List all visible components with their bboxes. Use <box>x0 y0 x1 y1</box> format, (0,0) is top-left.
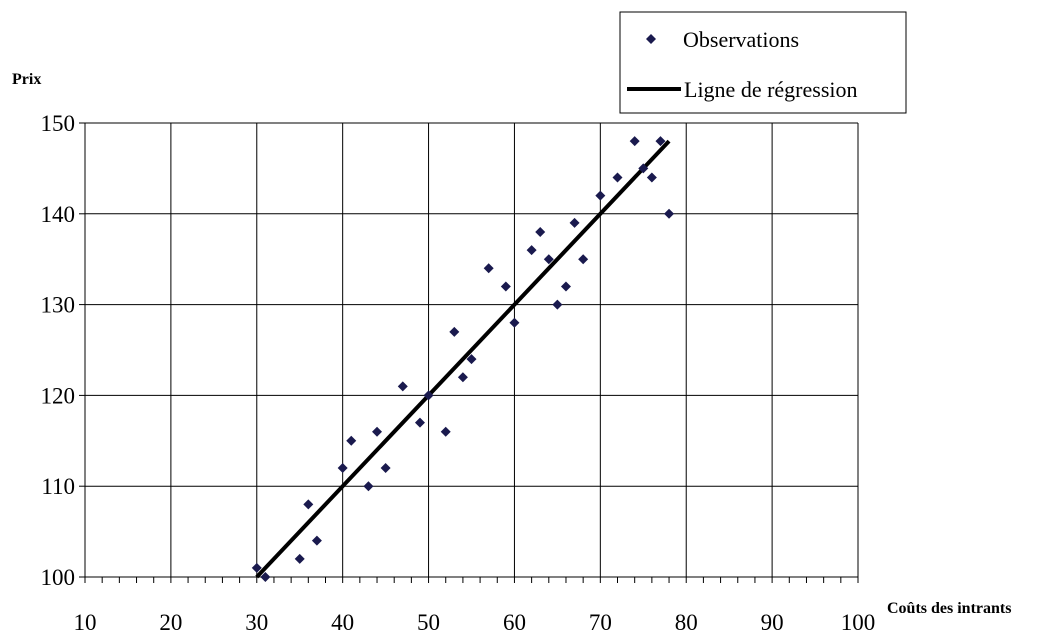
observation-point <box>303 499 314 510</box>
observation-point <box>449 326 460 337</box>
observation-point <box>457 372 468 383</box>
y-tick-label: 120 <box>41 383 76 408</box>
x-tick-label: 90 <box>761 610 784 632</box>
legend-observations-label: Observations <box>683 27 799 52</box>
observation-point <box>612 172 623 183</box>
observation-point <box>363 481 374 492</box>
observation-point <box>440 426 451 437</box>
observation-point <box>629 136 640 147</box>
axis-layer: 10 20 30 40 50 60 70 80 90 100 100 110 120 130 140 150 <box>41 111 876 632</box>
observation-point <box>346 435 357 446</box>
observation-point <box>543 254 554 265</box>
legend-observations-marker <box>646 34 656 44</box>
observation-point <box>509 317 520 328</box>
legend-regression-label: Ligne de régression <box>684 77 858 102</box>
x-tick-label: 60 <box>503 610 526 632</box>
x-tick-label: 30 <box>245 610 268 632</box>
y-tick-label: 140 <box>41 202 76 227</box>
y-tick-label: 150 <box>41 111 76 136</box>
x-tick-label: 80 <box>675 610 698 632</box>
observation-point <box>423 390 434 401</box>
observation-point <box>526 245 537 256</box>
y-tick-label: 110 <box>41 474 75 499</box>
observation-point <box>535 226 546 237</box>
x-tick-label: 100 <box>841 610 876 632</box>
observation-point <box>414 417 425 428</box>
legend-box <box>619 11 907 114</box>
y-tick-label: 100 <box>41 565 76 590</box>
regression-line <box>255 139 671 579</box>
observation-point <box>552 299 563 310</box>
observation-point <box>595 190 606 201</box>
observation-point <box>311 535 322 546</box>
observation-point <box>294 553 305 564</box>
y-axis-title: Prix <box>12 71 41 88</box>
observation-point <box>380 463 391 474</box>
x-tick-label: 20 <box>159 610 182 632</box>
observation-point <box>466 354 477 365</box>
x-axis-title: Coûts des intrants <box>887 600 1011 617</box>
x-tick-label: 40 <box>331 610 354 632</box>
observation-point <box>664 208 675 219</box>
regression-layer <box>255 139 671 579</box>
observation-point <box>646 172 657 183</box>
x-tick-label: 50 <box>417 610 440 632</box>
observation-point <box>483 263 494 274</box>
observation-point <box>569 217 580 228</box>
observation-point <box>560 281 571 292</box>
x-tick-label: 10 <box>74 610 97 632</box>
observation-point <box>260 572 271 582</box>
legend: Observations Ligne de régression <box>619 11 907 114</box>
observation-point <box>578 254 589 265</box>
observation-point <box>251 562 262 573</box>
observation-point <box>397 381 408 392</box>
observation-point <box>655 136 666 147</box>
observation-point <box>500 281 511 292</box>
observation-point <box>372 426 383 437</box>
y-tick-label: 130 <box>41 293 76 318</box>
observation-point <box>337 463 348 474</box>
x-tick-label: 70 <box>589 610 612 632</box>
observation-point <box>638 163 649 174</box>
observations-layer <box>251 136 675 582</box>
